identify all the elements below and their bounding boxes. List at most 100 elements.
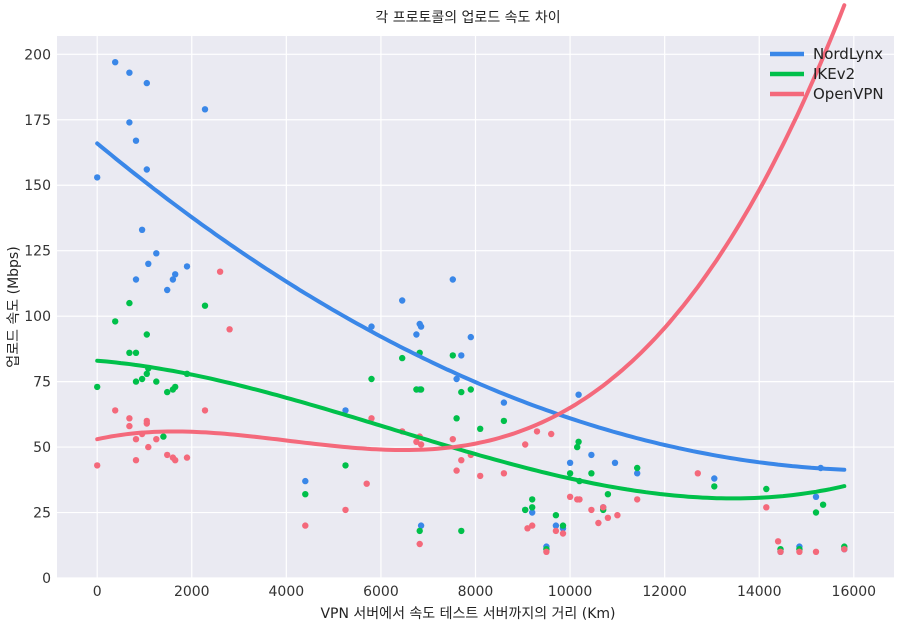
data-point-ikev2 (566, 470, 574, 477)
data-point-openvpn (500, 470, 508, 477)
data-point-ikev2 (143, 331, 150, 338)
data-point-ikev2 (588, 470, 595, 477)
data-point-nordlynx (588, 451, 595, 459)
data-point-openvpn (524, 525, 531, 532)
legend-label-openvpn: OpenVPN (813, 85, 884, 103)
data-point-ikev2 (604, 491, 612, 498)
data-point-nordlynx (138, 226, 146, 233)
data-point-ikev2 (112, 318, 119, 325)
data-point-nordlynx (529, 509, 536, 516)
y-tick-label: 75 (33, 375, 51, 391)
data-point-ikev2 (160, 433, 167, 440)
data-point-openvpn (368, 415, 375, 422)
data-point-ikev2 (477, 425, 484, 432)
data-point-ikev2 (132, 349, 140, 356)
data-point-ikev2 (413, 386, 420, 393)
data-point-nordlynx (169, 276, 177, 283)
data-point-openvpn (543, 548, 550, 555)
data-point-openvpn (588, 506, 595, 514)
data-point-openvpn (777, 548, 784, 555)
data-point-nordlynx (634, 470, 641, 477)
data-point-openvpn (458, 457, 465, 464)
data-point-ikev2 (94, 383, 101, 391)
x-tick-label: 8000 (458, 584, 494, 600)
data-point-openvpn (552, 527, 560, 535)
data-point-openvpn (774, 538, 782, 545)
data-point-nordlynx (500, 399, 508, 406)
data-point-nordlynx (143, 79, 150, 87)
data-point-nordlynx (112, 59, 119, 66)
x-tick-label: 2000 (174, 584, 210, 600)
legend-label-ikev2: IKEv2 (813, 65, 855, 83)
legend-label-nordlynx: NordLynx (813, 45, 883, 63)
data-point-nordlynx (201, 106, 209, 113)
data-point-openvpn (342, 506, 349, 514)
data-point-openvpn (132, 457, 140, 464)
data-point-nordlynx (566, 459, 574, 466)
data-point-ikev2 (500, 417, 508, 425)
data-point-openvpn (634, 496, 641, 503)
data-point-ikev2 (634, 464, 641, 472)
data-point-ikev2 (522, 506, 529, 514)
data-point-ikev2 (812, 509, 820, 516)
data-point-openvpn (529, 522, 536, 529)
data-point-ikev2 (126, 349, 133, 356)
data-point-openvpn (533, 428, 541, 435)
data-point-nordlynx (611, 459, 619, 466)
data-point-nordlynx (458, 352, 465, 359)
y-tick-label: 25 (33, 506, 51, 522)
data-point-ikev2 (574, 443, 581, 451)
data-point-ikev2 (342, 462, 349, 469)
data-point-nordlynx (183, 263, 191, 270)
data-point-openvpn (126, 415, 133, 422)
x-axis-label: VPN 서버에서 속도 테스트 서버까지의 거리 (Km) (320, 606, 615, 622)
data-point-ikev2 (529, 496, 536, 503)
data-point-ikev2 (819, 501, 827, 508)
data-point-nordlynx (449, 276, 456, 283)
data-point-nordlynx (132, 137, 140, 144)
trend-line-nordlynx (95, 141, 847, 472)
grid-lines (57, 36, 894, 579)
data-point-ikev2 (302, 491, 309, 498)
data-point-openvpn (694, 470, 701, 477)
data-point-ikev2 (453, 415, 460, 422)
data-point-ikev2 (368, 375, 375, 383)
y-axis-label: 업로드 속도 (Mbps) (6, 246, 22, 367)
data-point-ikev2 (559, 522, 567, 529)
data-point-openvpn (183, 454, 191, 461)
data-point-openvpn (145, 443, 152, 451)
trend-line-openvpn (95, 3, 847, 452)
data-point-ikev2 (458, 388, 465, 396)
data-point-openvpn (477, 472, 484, 480)
data-point-openvpn (559, 530, 567, 537)
data-point-openvpn (172, 457, 179, 464)
data-point-nordlynx (94, 174, 101, 181)
data-point-nordlynx (413, 331, 420, 338)
data-point-openvpn (576, 496, 583, 503)
data-point-nordlynx (399, 297, 406, 304)
y-tick-label: 100 (24, 309, 51, 325)
data-point-nordlynx (143, 166, 150, 173)
data-point-openvpn (614, 512, 621, 519)
data-point-openvpn (413, 438, 420, 445)
y-tick-label: 200 (24, 47, 51, 63)
data-point-openvpn (216, 268, 224, 275)
data-point-openvpn (126, 422, 133, 430)
data-point-openvpn (363, 480, 370, 487)
chart-title: 각 프로토콜의 업로드 속도 차이 (375, 10, 560, 26)
data-point-openvpn (453, 467, 460, 474)
data-point-openvpn (595, 519, 602, 527)
data-point-ikev2 (399, 354, 406, 362)
data-point-openvpn (201, 407, 209, 414)
data-point-nordlynx (453, 375, 460, 383)
data-point-ikev2 (153, 378, 160, 385)
data-point-openvpn (416, 540, 423, 548)
data-point-nordlynx (132, 276, 140, 283)
x-tick-label: 4000 (269, 584, 305, 600)
y-tick-label: 175 (24, 113, 51, 129)
data-point-openvpn (226, 326, 233, 333)
data-point-nordlynx (417, 522, 425, 529)
data-point-ikev2 (143, 370, 150, 377)
data-point-ikev2 (449, 352, 456, 359)
